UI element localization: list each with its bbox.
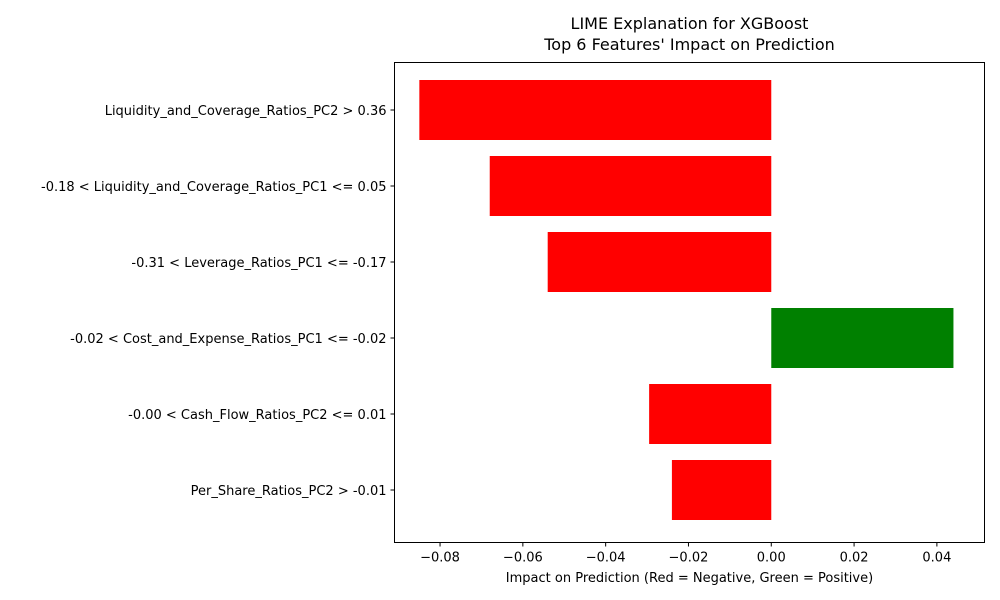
bar-3: [771, 308, 954, 368]
bar-1: [489, 156, 772, 216]
x-axis-label: Impact on Prediction (Red = Negative, Gr…: [506, 571, 873, 586]
y-tick-label-3: -0.02 < Cost_and_Expense_Ratios_PC1 <= -…: [70, 332, 386, 347]
x-tick-label-1: −0.06: [503, 551, 543, 566]
bar-4: [649, 384, 772, 444]
x-tick-label-4: 0.00: [757, 551, 786, 566]
plot-frame: [394, 62, 985, 543]
y-tick-label-0: Liquidity_and_Coverage_Ratios_PC2 > 0.36: [105, 104, 387, 119]
bars-group: [419, 80, 954, 520]
bar-2: [547, 232, 772, 292]
y-tick-label-1: -0.18 < Liquidity_and_Coverage_Ratios_PC…: [41, 180, 386, 195]
y-tick-label-2: -0.31 < Leverage_Ratios_PC1 <= -0.17: [131, 256, 386, 271]
bar-0: [419, 80, 772, 140]
y-axis-ticks: Liquidity_and_Coverage_Ratios_PC2 > 0.36…: [41, 104, 395, 499]
x-tick-label-2: −0.04: [586, 551, 626, 566]
x-tick-label-0: −0.08: [420, 551, 460, 566]
x-tick-label-3: −0.02: [669, 551, 709, 566]
bar-5: [671, 460, 772, 520]
x-axis-ticks: −0.08 −0.06 −0.04 −0.02 0.00 0.02 0.04: [420, 542, 951, 566]
x-tick-label-5: 0.02: [840, 551, 869, 566]
y-tick-label-4: -0.00 < Cash_Flow_Ratios_PC2 <= 0.01: [128, 408, 386, 423]
chart-title: LIME Explanation for XGBoost: [571, 14, 809, 33]
x-tick-label-6: 0.04: [922, 551, 951, 566]
chart-subtitle: Top 6 Features' Impact on Prediction: [543, 35, 835, 54]
y-tick-label-5: Per_Share_Ratios_PC2 > -0.01: [191, 484, 387, 499]
